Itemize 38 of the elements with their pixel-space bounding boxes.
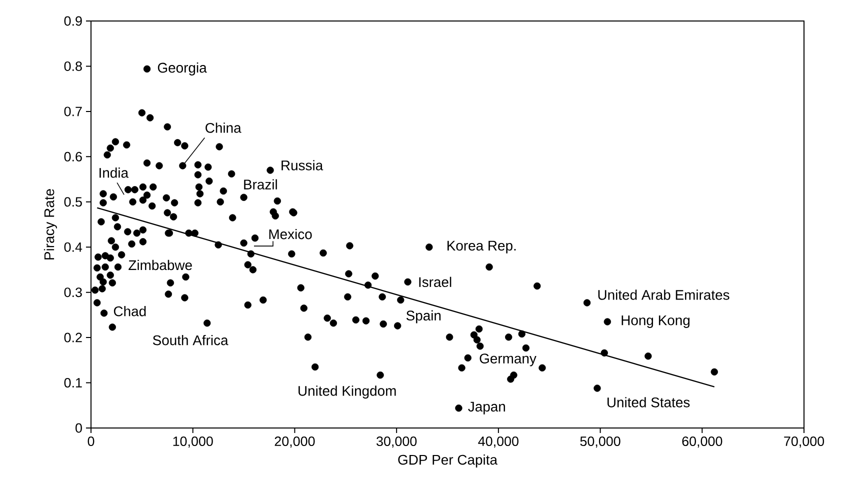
annotation: Germany <box>480 354 536 366</box>
annotation: Spain <box>406 310 441 324</box>
annotation: United Arab Emirates <box>598 290 730 300</box>
x-tick-label: 50,000 <box>580 436 620 448</box>
x-tick-label: 30,000 <box>376 436 417 448</box>
annotation: Zimbabwe <box>128 260 192 270</box>
y-axis-title: Piracy Rate <box>44 189 57 260</box>
y-tick-label: 0.8 <box>64 61 82 71</box>
annotation: United Kingdom <box>298 386 396 399</box>
y-tick-label: 0.6 <box>64 152 82 162</box>
y-tick-label: 0.5 <box>64 197 82 207</box>
annotation: Chad <box>114 306 146 316</box>
x-axis-title: GDP Per Capita <box>398 454 498 468</box>
y-tick-label: 0.9 <box>64 16 82 26</box>
x-tick-label: 40,000 <box>478 436 518 448</box>
y-tick-label: 0.3 <box>64 288 82 298</box>
annotation: South Africa <box>152 334 228 346</box>
y-tick-label: 0.1 <box>64 378 82 388</box>
x-tick-label: 70,000 <box>784 436 824 448</box>
annotation: Korea Rep. <box>448 240 516 254</box>
annotation: United States <box>608 397 690 408</box>
x-tick-label: 0 <box>88 436 94 446</box>
annotation: Israel <box>419 276 452 288</box>
y-tick-label: 0.4 <box>64 242 82 252</box>
annotation: China <box>206 122 242 133</box>
x-tick-label: 60,000 <box>682 436 722 448</box>
annotation: Georgia <box>158 62 207 76</box>
x-tick-label: 20,000 <box>274 436 315 448</box>
annotation: Japan <box>468 402 506 414</box>
annotation: Mexico <box>269 228 312 240</box>
annotation: Brazil <box>244 179 277 190</box>
annotation: Hong Kong <box>622 315 690 328</box>
y-tick-label: 0.7 <box>64 106 82 116</box>
y-tick-label: 0.2 <box>64 332 82 342</box>
x-tick-label: 10,000 <box>173 436 213 448</box>
y-tick-label: 0 <box>76 423 82 433</box>
annotation: Russia <box>282 160 324 170</box>
annotation: India <box>100 168 129 178</box>
